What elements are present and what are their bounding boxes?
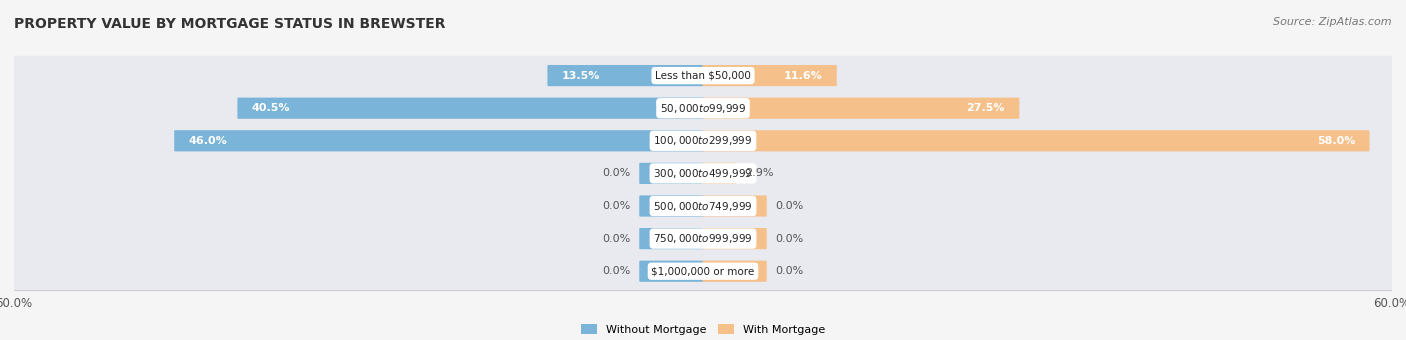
Text: 0.0%: 0.0% <box>775 266 804 276</box>
FancyBboxPatch shape <box>238 98 703 119</box>
Text: Less than $50,000: Less than $50,000 <box>655 71 751 81</box>
FancyBboxPatch shape <box>703 261 766 282</box>
Text: 0.0%: 0.0% <box>775 201 804 211</box>
FancyBboxPatch shape <box>703 130 1369 151</box>
Text: PROPERTY VALUE BY MORTGAGE STATUS IN BREWSTER: PROPERTY VALUE BY MORTGAGE STATUS IN BRE… <box>14 17 446 31</box>
FancyBboxPatch shape <box>640 228 703 249</box>
FancyBboxPatch shape <box>703 163 737 184</box>
Text: $100,000 to $299,999: $100,000 to $299,999 <box>654 134 752 147</box>
FancyBboxPatch shape <box>7 154 1399 193</box>
Text: 0.0%: 0.0% <box>602 234 631 243</box>
Text: 2.9%: 2.9% <box>745 168 773 179</box>
FancyBboxPatch shape <box>547 65 703 86</box>
FancyBboxPatch shape <box>7 121 1399 161</box>
FancyBboxPatch shape <box>7 186 1399 226</box>
Text: $50,000 to $99,999: $50,000 to $99,999 <box>659 102 747 115</box>
FancyBboxPatch shape <box>174 130 703 151</box>
FancyBboxPatch shape <box>703 65 837 86</box>
Text: Source: ZipAtlas.com: Source: ZipAtlas.com <box>1274 17 1392 27</box>
Text: 0.0%: 0.0% <box>602 168 631 179</box>
FancyBboxPatch shape <box>640 195 703 217</box>
FancyBboxPatch shape <box>7 219 1399 258</box>
FancyBboxPatch shape <box>7 56 1399 96</box>
FancyBboxPatch shape <box>703 195 766 217</box>
FancyBboxPatch shape <box>640 163 703 184</box>
Text: 11.6%: 11.6% <box>783 71 823 81</box>
Text: $500,000 to $749,999: $500,000 to $749,999 <box>654 200 752 212</box>
Text: 27.5%: 27.5% <box>966 103 1005 113</box>
Text: $1,000,000 or more: $1,000,000 or more <box>651 266 755 276</box>
Text: $750,000 to $999,999: $750,000 to $999,999 <box>654 232 752 245</box>
Text: 0.0%: 0.0% <box>602 201 631 211</box>
Text: 13.5%: 13.5% <box>562 71 600 81</box>
Text: 58.0%: 58.0% <box>1317 136 1355 146</box>
FancyBboxPatch shape <box>7 88 1399 128</box>
FancyBboxPatch shape <box>703 98 1019 119</box>
Legend: Without Mortgage, With Mortgage: Without Mortgage, With Mortgage <box>576 320 830 339</box>
Text: 40.5%: 40.5% <box>252 103 290 113</box>
Text: 0.0%: 0.0% <box>775 234 804 243</box>
Text: 0.0%: 0.0% <box>602 266 631 276</box>
Text: 46.0%: 46.0% <box>188 136 228 146</box>
FancyBboxPatch shape <box>703 228 766 249</box>
Text: $300,000 to $499,999: $300,000 to $499,999 <box>654 167 752 180</box>
FancyBboxPatch shape <box>640 261 703 282</box>
FancyBboxPatch shape <box>7 251 1399 291</box>
